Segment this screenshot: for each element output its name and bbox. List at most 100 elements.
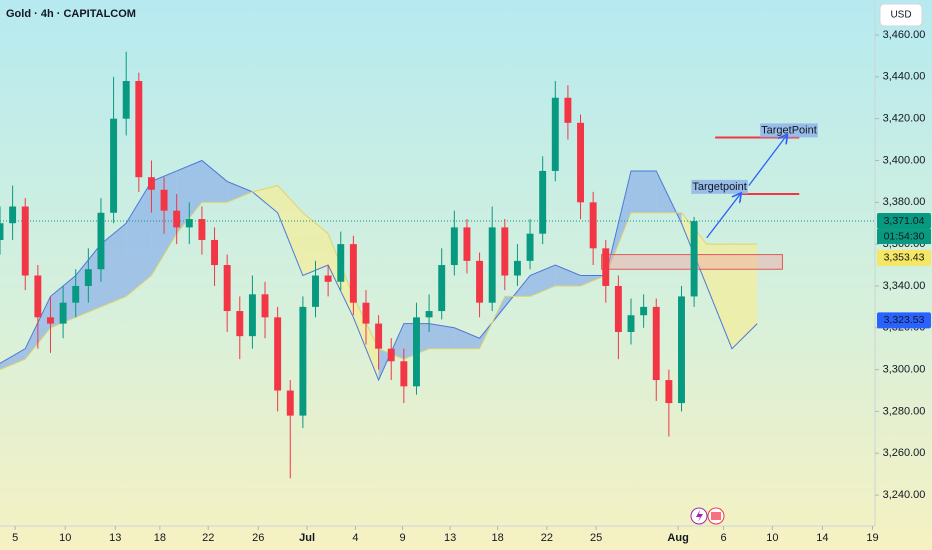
x-tick-label: 4 — [352, 532, 358, 544]
x-tick-label: 9 — [400, 532, 406, 544]
candle-body — [640, 306, 648, 316]
price-tag-label: 3,353.43 — [884, 252, 925, 264]
candle-body — [678, 296, 685, 404]
cloud-segment — [0, 348, 26, 370]
candle-body — [72, 285, 80, 303]
y-tick-label: 3,460.00 — [883, 29, 926, 41]
candle-body — [400, 361, 408, 387]
candle-body — [488, 227, 496, 303]
event-icons — [690, 507, 725, 525]
target-label-box — [760, 123, 818, 138]
cloud-segment — [555, 265, 581, 286]
x-tick-label: 13 — [444, 532, 456, 544]
candle-body — [501, 227, 509, 276]
y-tick-label: 3,300.00 — [883, 364, 926, 376]
x-tick-label: 18 — [154, 532, 166, 544]
candle-body — [513, 260, 521, 276]
candle-body — [589, 202, 597, 249]
cloud-segment — [277, 185, 303, 276]
candle-body — [21, 206, 29, 276]
candle-body — [236, 311, 244, 337]
price-tag — [877, 249, 931, 266]
event-icon-glyph — [711, 512, 721, 520]
cloud-segment — [302, 212, 329, 276]
x-tick-label: 22 — [541, 532, 553, 544]
candle-body — [577, 122, 584, 203]
arrow — [748, 135, 787, 186]
x-tick-label: 14 — [816, 532, 828, 544]
candle-body — [160, 189, 168, 211]
candle-body — [59, 302, 67, 324]
cloud-segment — [429, 323, 455, 349]
x-tick-label: 26 — [252, 532, 264, 544]
candle-body — [47, 317, 54, 324]
x-tick-label: 10 — [59, 532, 71, 544]
candle-body — [84, 269, 92, 286]
candle-body — [324, 275, 332, 282]
candle-body — [248, 294, 256, 337]
cloud-segment — [176, 160, 202, 234]
target-label: Targetpoint — [692, 181, 746, 193]
candle-body — [362, 302, 370, 324]
candle-body — [0, 223, 4, 240]
y-tick-label: 3,380.00 — [883, 196, 926, 208]
x-tick-label: 6 — [720, 532, 726, 544]
x-tick-label: 19 — [866, 532, 878, 544]
candle-body — [463, 227, 471, 261]
candle-body — [665, 380, 673, 404]
x-tick-label: Aug — [667, 532, 688, 544]
candle-body — [198, 219, 206, 240]
candle-body — [425, 311, 433, 318]
candle-body — [135, 81, 143, 178]
price-tag-label: 3,371.04 — [884, 215, 925, 227]
cloud-segment — [530, 265, 556, 297]
candle-body — [438, 265, 446, 312]
y-tick-label: 3,440.00 — [883, 71, 926, 83]
cloud-segment — [706, 244, 732, 349]
cloud-segment — [504, 275, 531, 307]
y-tick-label: 3,280.00 — [883, 405, 926, 417]
candle-body — [312, 275, 319, 307]
candle-body — [274, 317, 282, 391]
y-tick-label: 3,420.00 — [883, 113, 926, 125]
price-tag — [877, 312, 931, 329]
candle-body — [337, 244, 345, 282]
cloud-segment — [100, 223, 127, 307]
currency-label[interactable]: USD — [890, 10, 911, 21]
candle-body — [211, 239, 219, 266]
cloud-span-a — [0, 159, 758, 382]
x-tick-label: 22 — [202, 532, 214, 544]
candle-body — [551, 97, 559, 171]
x-tick-label: 10 — [766, 532, 778, 544]
y-tick-label: 3,240.00 — [883, 489, 926, 501]
y-tick-label: 3,400.00 — [883, 154, 926, 166]
candle-body — [627, 315, 635, 332]
price-tag — [877, 213, 931, 230]
candle-body — [476, 260, 484, 303]
candle-body — [223, 265, 231, 312]
candle-body — [9, 206, 17, 224]
price-tag-label: 3,323.53 — [884, 314, 925, 326]
candle-body — [349, 244, 357, 303]
target-label: TargetPoint — [761, 124, 817, 136]
candle-body — [450, 227, 458, 266]
candle-body — [526, 233, 534, 261]
x-tick-label: 5 — [12, 532, 18, 544]
candle-body — [185, 219, 193, 228]
candle-body — [614, 285, 622, 332]
overlay: Targetpoint TargetPoint — [691, 123, 818, 239]
candle-body — [147, 177, 155, 190]
countdown-tag — [877, 229, 931, 245]
currency-button[interactable] — [879, 3, 923, 27]
y-tick-label: 3,260.00 — [883, 447, 926, 459]
cloud-segment — [731, 244, 758, 349]
x-tick-label: 18 — [492, 532, 504, 544]
candle-body — [299, 306, 307, 416]
chart-title: Gold · 4h · CAPITALCOM — [6, 8, 136, 20]
candle-body — [173, 210, 181, 228]
candle-body — [97, 212, 105, 270]
candle-body — [690, 221, 698, 297]
y-tick-label: 3,340.00 — [883, 280, 926, 292]
